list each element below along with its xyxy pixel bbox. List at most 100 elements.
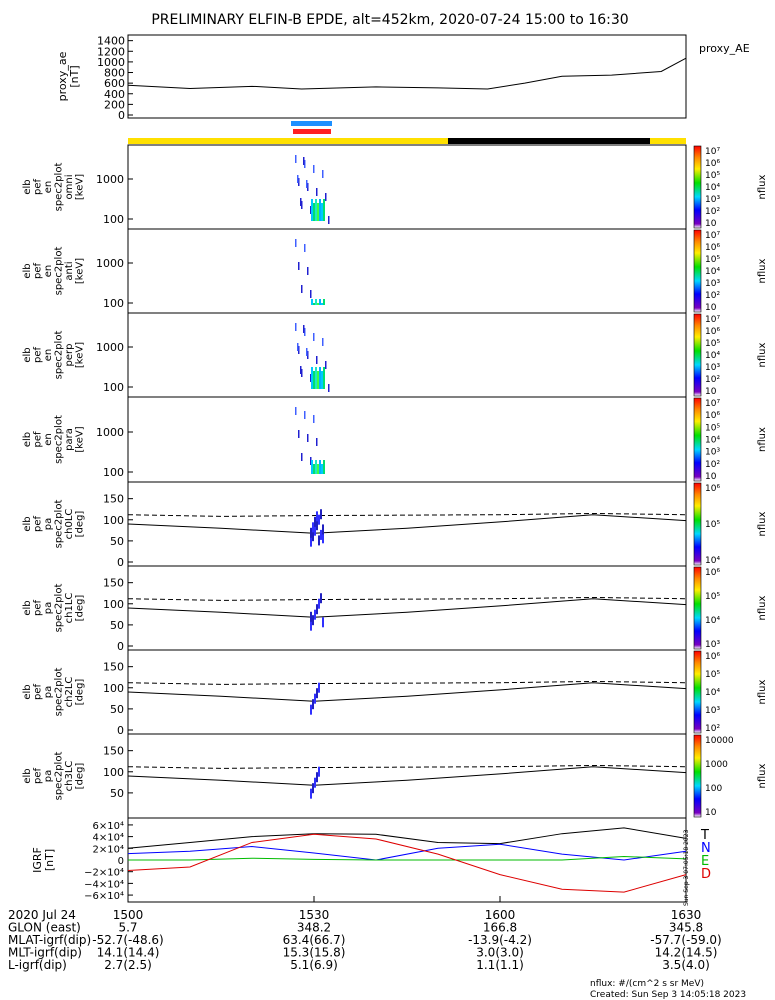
igrf-series-label: T xyxy=(700,828,709,843)
plot-frame xyxy=(127,228,687,314)
spectrogram-pixel xyxy=(314,516,316,527)
y-axis-label: pa xyxy=(43,770,54,782)
y-axis-label: elb xyxy=(22,600,33,615)
igrf-N-line xyxy=(127,843,687,861)
spectrogram-pixel xyxy=(295,239,297,247)
spectrogram-pixel xyxy=(312,522,314,533)
spectrogram-pixel xyxy=(328,384,330,392)
orbit-row-label: GLON (east) xyxy=(8,921,81,935)
spectrogram-pixel xyxy=(310,527,312,538)
y-axis-label: para xyxy=(64,428,75,451)
spectrogram-pixel xyxy=(313,415,315,423)
spectrogram-pixel xyxy=(318,535,320,546)
x-tick-label: 1530 xyxy=(299,908,330,922)
spectrogram-pixel xyxy=(328,216,330,224)
colorbar-tick-label: 10³ xyxy=(705,195,720,205)
y-axis-label: pef xyxy=(33,516,44,533)
orbit-row-value: -57.7(-59.0) xyxy=(650,933,721,947)
y-axis-label: omni xyxy=(64,175,75,200)
anti-loss-cone-line xyxy=(127,512,687,517)
colorbar-tick-label: 10³ xyxy=(705,363,720,373)
units-note: nflux: #/(cm^2 s sr MeV) xyxy=(590,979,704,989)
y-tick-label: 0 xyxy=(118,109,125,122)
spectrogram-pixel xyxy=(301,285,303,293)
spectrogram-pixel xyxy=(317,464,319,474)
colorbar-tick-label: 10⁴ xyxy=(705,436,720,446)
spectrogram-pixel xyxy=(313,203,315,221)
y-axis-label: spec2plot xyxy=(54,247,65,296)
colorbar-tick-label: 10⁴ xyxy=(705,616,720,626)
spectrogram-pixel xyxy=(315,460,317,474)
y-axis-label: [nT] xyxy=(68,65,81,87)
colorbar-tick-label: 10³ xyxy=(705,279,720,289)
y-axis-label: [nT] xyxy=(43,849,56,871)
colorbar-tick-label: 10³ xyxy=(705,640,720,650)
colorbar-tick-label: 10⁴ xyxy=(705,267,720,277)
y-tick-label: 1000 xyxy=(97,56,125,69)
colorbar-tick-label: 100 xyxy=(705,784,722,794)
colorbar-tick-label: 10⁵ xyxy=(705,171,720,181)
colorbar-tick-label: 10⁵ xyxy=(705,520,720,530)
y-axis-label: pa xyxy=(43,686,54,698)
y-axis-label: ch2LC xyxy=(64,677,75,708)
colorbar-tick-label: 1000 xyxy=(705,760,728,770)
spectrogram-pixel xyxy=(313,371,315,389)
y-axis-label: [deg] xyxy=(75,595,86,622)
spectrogram-pixel xyxy=(304,244,306,252)
spectrogram-pixel xyxy=(318,682,320,693)
spectrogram-pixel xyxy=(301,453,303,461)
colorbar-tick-label: 10⁴ xyxy=(705,688,720,698)
y-tick-label: 150 xyxy=(103,577,124,590)
spectrogram-pixel xyxy=(318,598,320,609)
spectrogram-pixel xyxy=(316,438,318,446)
energy-spectrogram-panel: 100 1000 elb pef en spec2plot perp [keV] 10 10² 10… xyxy=(22,312,768,398)
y-axis-label: elb xyxy=(22,432,33,447)
y-tick-label: 0 xyxy=(117,640,124,653)
y-axis-label: pef xyxy=(33,768,44,785)
plot-frame xyxy=(127,565,687,651)
plot-frame xyxy=(127,312,687,398)
spectrogram-pixel xyxy=(323,299,325,305)
y-tick-label: 1400 xyxy=(97,35,125,48)
y-axis-label: spec2plot xyxy=(54,752,65,801)
x-tick-label: 1600 xyxy=(485,908,516,922)
spectrogram-pixel xyxy=(300,366,302,374)
spectrogram-pixel xyxy=(322,524,324,535)
spectrogram-pixel xyxy=(318,766,320,777)
colorbar-tick-label: 10⁴ xyxy=(705,183,720,193)
colorbar-tick-label: 10⁴ xyxy=(705,351,720,361)
colorbar xyxy=(693,734,702,818)
y-axis-label: pef xyxy=(33,431,44,448)
colorbar-tick-label: 10⁶ xyxy=(705,484,720,494)
energy-spectrogram-panel: 100 1000 elb pef en spec2plot anti [keV] 10 10² 10… xyxy=(22,228,768,314)
colorbar-tick-label: 10 xyxy=(705,808,717,818)
colorbar-tick-label: 10² xyxy=(705,724,720,734)
plot-frame xyxy=(127,34,687,119)
spectrogram-pixel xyxy=(310,374,312,382)
spectrogram-pixel xyxy=(312,783,314,794)
y-tick-label: 0 xyxy=(117,556,124,569)
igrf-series-label: D xyxy=(701,867,711,882)
y-axis-label: pef xyxy=(33,347,44,364)
spectrogram-pixel xyxy=(321,303,323,305)
colorbar-tick-label: 10 xyxy=(705,219,717,229)
colorbar-tick-label: 10⁷ xyxy=(705,147,720,157)
figure-title: PRELIMINARY ELFIN-B EPDE, alt=452km, 202… xyxy=(151,12,628,28)
spectrogram-pixel xyxy=(310,290,312,298)
spectrogram-pixel xyxy=(307,434,309,442)
orbit-row-value: 63.4(66.7) xyxy=(283,933,346,947)
y-axis-label: spec2plot xyxy=(54,584,65,633)
y-tick-label: 600 xyxy=(104,77,125,90)
y-tick-label: −2×10⁴ xyxy=(84,868,124,879)
y-tick-label: 150 xyxy=(103,493,124,506)
orbit-row-value: 5.7 xyxy=(118,921,137,935)
spectrogram-pixel xyxy=(315,367,317,389)
spectrogram-pixel xyxy=(323,367,325,389)
colorbar xyxy=(693,145,702,229)
y-tick-label: 100 xyxy=(103,682,124,695)
colorbar xyxy=(693,566,702,650)
x-tick-label: 1500 xyxy=(113,908,144,922)
spectrogram-pixel xyxy=(307,267,309,275)
